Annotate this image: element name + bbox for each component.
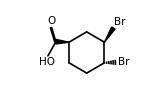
Text: HO: HO <box>39 57 55 67</box>
Text: Br: Br <box>114 17 125 27</box>
Polygon shape <box>56 39 69 44</box>
Text: O: O <box>48 16 56 26</box>
Polygon shape <box>104 27 115 42</box>
Text: Br: Br <box>118 57 130 67</box>
